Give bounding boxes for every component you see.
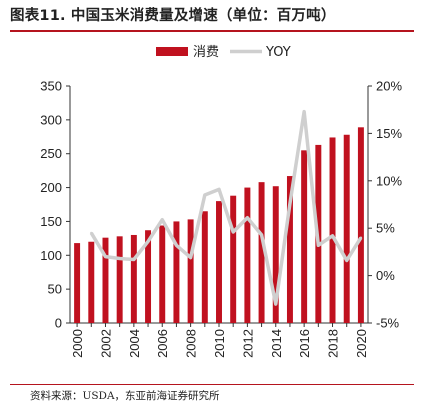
- bar: [244, 187, 251, 323]
- yoy-point: [231, 230, 235, 234]
- yoy-point: [90, 231, 93, 235]
- bar: [74, 243, 81, 323]
- y2-tick-label: 0%: [376, 268, 395, 283]
- y-tick-label: 200: [40, 180, 62, 195]
- line-series: [89, 109, 363, 306]
- yoy-point: [345, 259, 348, 262]
- yoy-point: [288, 202, 292, 205]
- y-tick-label: 250: [40, 146, 62, 161]
- y-tick-label: 300: [40, 112, 62, 127]
- bar: [216, 201, 222, 323]
- yoy-point: [331, 234, 334, 237]
- bar: [258, 182, 265, 323]
- bar: [173, 221, 180, 323]
- legend: 消费 YOY: [156, 45, 291, 60]
- x-tick-label: 2010: [212, 329, 227, 358]
- bar: [201, 211, 208, 323]
- yoy-line: [89, 109, 363, 306]
- y2-tick-label: 15%: [376, 126, 402, 141]
- bar: [159, 225, 166, 323]
- y2-tick-label: -5%: [376, 316, 400, 331]
- x-tick-label: 2020: [354, 329, 369, 358]
- bar: [102, 237, 109, 323]
- chart-title: 图表11. 中国玉米消费量及增速（单位：百万吨）: [10, 8, 336, 24]
- yoy-point: [274, 302, 277, 306]
- bar: [88, 241, 95, 323]
- source-divider: [10, 384, 414, 385]
- legend-bar-label: 消费: [193, 45, 219, 60]
- yoy-point: [175, 244, 178, 247]
- x-tick-label: 2014: [269, 329, 284, 358]
- bar: [357, 127, 364, 323]
- yoy-point: [246, 216, 249, 219]
- y-tick-label: 350: [40, 79, 62, 94]
- y2-tick-label: 20%: [376, 79, 402, 94]
- yoy-point: [302, 110, 306, 113]
- bar: [286, 176, 293, 323]
- y-tick-label: 0: [55, 316, 62, 331]
- yoy-point: [104, 255, 107, 258]
- x-tick-label: 2018: [326, 329, 341, 358]
- bar: [272, 186, 279, 323]
- legend-bar-swatch: [156, 47, 188, 56]
- source-note: 资料来源：USDA，东亚前海证券研究所: [30, 390, 220, 402]
- bar: [343, 134, 350, 323]
- tick-labels: 0 50 100 150 200 250 300 350 -5% 0% 5% 10% 15% 20% 200…: [40, 79, 402, 358]
- bar: [130, 234, 137, 323]
- bar: [145, 230, 152, 323]
- yoy-point: [189, 256, 192, 259]
- bar: [329, 137, 336, 323]
- yoy-point: [132, 258, 136, 261]
- yoy-point: [118, 257, 121, 260]
- y-tick-label: 150: [40, 214, 62, 229]
- x-tick-label: 2002: [98, 329, 113, 358]
- legend-line-label: YOY: [265, 45, 291, 60]
- title-divider: [10, 30, 414, 32]
- yoy-point: [161, 218, 164, 221]
- yoy-point: [203, 193, 207, 197]
- bar: [301, 150, 308, 323]
- x-tick-label: 2000: [70, 329, 85, 358]
- y-tick-label: 50: [48, 282, 62, 297]
- x-tick-label: 2012: [240, 329, 255, 358]
- yoy-point: [217, 188, 221, 191]
- bar: [116, 236, 123, 323]
- bar: [187, 219, 194, 323]
- y2-tick-label: 5%: [376, 221, 395, 236]
- bar: [230, 195, 237, 323]
- y-tick-label: 100: [40, 248, 62, 263]
- y2-tick-label: 10%: [376, 173, 402, 188]
- yoy-point: [260, 233, 263, 237]
- x-tick-label: 2008: [184, 329, 199, 358]
- yoy-point: [317, 244, 320, 247]
- yoy-point: [359, 236, 363, 239]
- x-tick-label: 2006: [155, 329, 170, 358]
- yoy-point: [146, 240, 150, 243]
- x-tick-label: 2004: [127, 329, 142, 358]
- x-tick-label: 2016: [297, 329, 312, 358]
- bar-series: [74, 127, 364, 323]
